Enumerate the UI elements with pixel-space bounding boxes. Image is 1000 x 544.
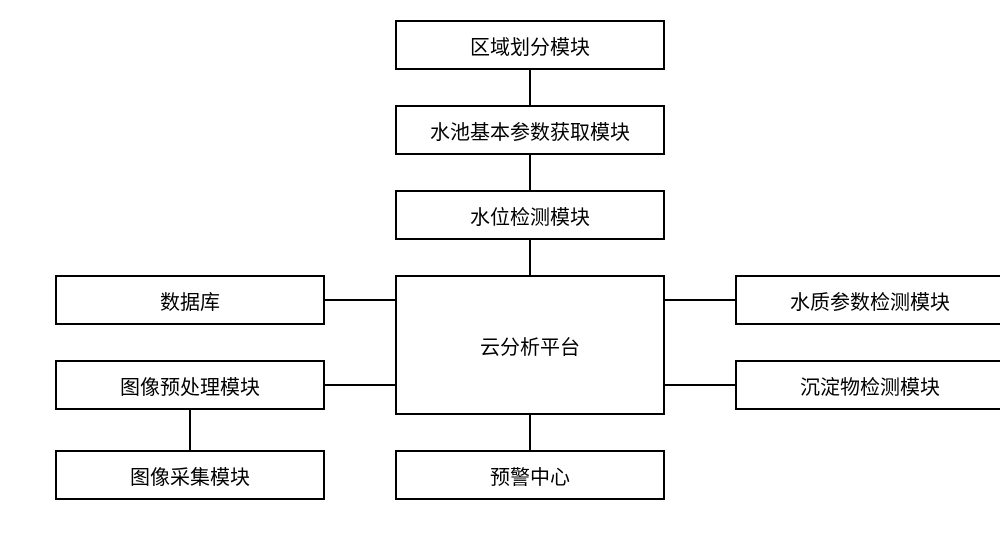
node-sediment: 沉淀物检测模块: [735, 360, 1000, 410]
node-label: 沉淀物检测模块: [800, 371, 940, 400]
node-cloud: 云分析平台: [395, 275, 665, 415]
node-label: 水池基本参数获取模块: [430, 116, 630, 145]
node-alarm: 预警中心: [395, 450, 665, 500]
node-img_collect: 图像采集模块: [55, 450, 325, 500]
node-water_level: 水位检测模块: [395, 190, 665, 240]
node-label: 图像采集模块: [130, 461, 250, 490]
node-database: 数据库: [55, 275, 325, 325]
node-img_preproc: 图像预处理模块: [55, 360, 325, 410]
node-pool_params: 水池基本参数获取模块: [395, 105, 665, 155]
node-region_div: 区域划分模块: [395, 20, 665, 70]
node-label: 预警中心: [490, 461, 570, 490]
node-wq_params: 水质参数检测模块: [735, 275, 1000, 325]
node-label: 水位检测模块: [470, 201, 590, 230]
node-label: 图像预处理模块: [120, 371, 260, 400]
node-label: 区域划分模块: [470, 31, 590, 60]
node-label: 数据库: [160, 286, 220, 315]
node-label: 水质参数检测模块: [790, 286, 950, 315]
node-label: 云分析平台: [480, 331, 580, 360]
